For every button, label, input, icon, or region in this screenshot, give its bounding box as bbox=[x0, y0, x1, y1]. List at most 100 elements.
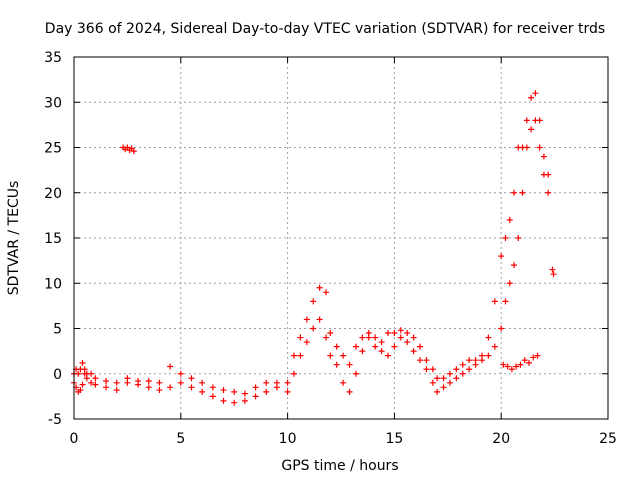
data-point bbox=[434, 375, 441, 382]
data-point bbox=[130, 148, 137, 155]
data-point bbox=[372, 343, 379, 350]
data-point bbox=[303, 339, 310, 346]
data-point bbox=[504, 363, 511, 370]
data-point bbox=[297, 352, 304, 359]
data-point bbox=[472, 357, 479, 364]
data-point bbox=[384, 330, 391, 337]
data-point bbox=[508, 366, 515, 373]
data-point bbox=[231, 388, 238, 395]
plot-frame bbox=[73, 56, 609, 420]
data-point bbox=[532, 90, 539, 97]
y-tick-label: 35 bbox=[44, 50, 62, 66]
data-point bbox=[340, 352, 347, 359]
data-point bbox=[410, 334, 417, 341]
data-point bbox=[88, 370, 95, 377]
data-point bbox=[359, 334, 366, 341]
data-point bbox=[500, 361, 507, 368]
data-point bbox=[333, 361, 340, 368]
data-point bbox=[391, 330, 398, 337]
data-point bbox=[135, 377, 142, 384]
data-point bbox=[404, 330, 411, 337]
data-point bbox=[440, 384, 447, 391]
data-point bbox=[284, 379, 291, 386]
data-point bbox=[103, 377, 110, 384]
x-tick-label: 15 bbox=[385, 431, 403, 447]
data-point bbox=[515, 235, 522, 241]
data-point bbox=[92, 381, 99, 388]
data-point bbox=[327, 330, 334, 337]
data-point bbox=[498, 253, 505, 260]
data-point bbox=[545, 189, 552, 196]
data-point bbox=[453, 375, 460, 382]
chart-grid bbox=[74, 57, 608, 419]
data-point bbox=[523, 117, 530, 124]
data-point bbox=[384, 352, 391, 359]
data-point bbox=[391, 343, 398, 350]
y-tick-label: 15 bbox=[44, 231, 62, 247]
data-point bbox=[79, 381, 86, 388]
data-point bbox=[404, 339, 411, 346]
data-point bbox=[417, 343, 424, 350]
data-point bbox=[521, 357, 528, 364]
data-point bbox=[446, 379, 453, 386]
data-point bbox=[113, 387, 120, 394]
chart-title: Day 366 of 2024, Sidereal Day-to-day VTE… bbox=[45, 21, 605, 37]
y-tick-label: 30 bbox=[44, 95, 62, 111]
data-point bbox=[220, 397, 227, 404]
data-point bbox=[177, 370, 184, 377]
data-point bbox=[429, 379, 436, 386]
data-point bbox=[177, 379, 184, 386]
data-point bbox=[145, 377, 152, 384]
data-point bbox=[440, 375, 447, 382]
data-point bbox=[77, 387, 84, 394]
data-point bbox=[517, 361, 524, 368]
data-point bbox=[346, 388, 353, 395]
data-point bbox=[446, 370, 453, 377]
data-point bbox=[511, 262, 518, 269]
data-point bbox=[519, 144, 526, 151]
data-point bbox=[77, 366, 84, 373]
y-tick-label: 5 bbox=[53, 322, 62, 338]
data-point bbox=[536, 117, 543, 124]
data-point bbox=[346, 361, 353, 368]
data-point bbox=[506, 216, 513, 223]
data-point bbox=[103, 384, 110, 391]
data-point bbox=[273, 379, 280, 386]
data-point bbox=[429, 366, 436, 373]
data-point bbox=[528, 94, 535, 101]
data-point bbox=[352, 343, 359, 350]
data-point bbox=[340, 379, 347, 386]
data-point bbox=[156, 387, 163, 394]
data-point bbox=[491, 343, 498, 350]
data-point bbox=[434, 388, 441, 395]
data-point bbox=[478, 352, 485, 359]
data-point bbox=[534, 352, 541, 359]
x-tick-label: 0 bbox=[70, 431, 79, 447]
data-point bbox=[491, 298, 498, 305]
data-point bbox=[397, 334, 404, 341]
y-tick-label: 10 bbox=[44, 276, 62, 292]
data-point bbox=[359, 348, 366, 355]
data-point bbox=[540, 153, 547, 160]
x-tick-label: 25 bbox=[599, 431, 617, 447]
data-point bbox=[365, 330, 372, 337]
data-point bbox=[506, 280, 513, 287]
data-point bbox=[263, 388, 270, 395]
data-point bbox=[316, 284, 323, 291]
data-point bbox=[297, 334, 304, 341]
data-point bbox=[466, 357, 473, 364]
data-point bbox=[323, 334, 330, 341]
y-tick-label: 25 bbox=[44, 141, 62, 157]
data-point bbox=[284, 388, 291, 395]
x-tick-label: 5 bbox=[176, 431, 185, 447]
data-point bbox=[209, 384, 216, 391]
data-point bbox=[199, 388, 206, 395]
data-point bbox=[231, 399, 238, 406]
data-point bbox=[310, 298, 317, 305]
data-point bbox=[466, 366, 473, 373]
data-point bbox=[536, 144, 543, 151]
data-point bbox=[545, 171, 552, 178]
data-point bbox=[252, 393, 259, 400]
data-point bbox=[550, 271, 557, 278]
